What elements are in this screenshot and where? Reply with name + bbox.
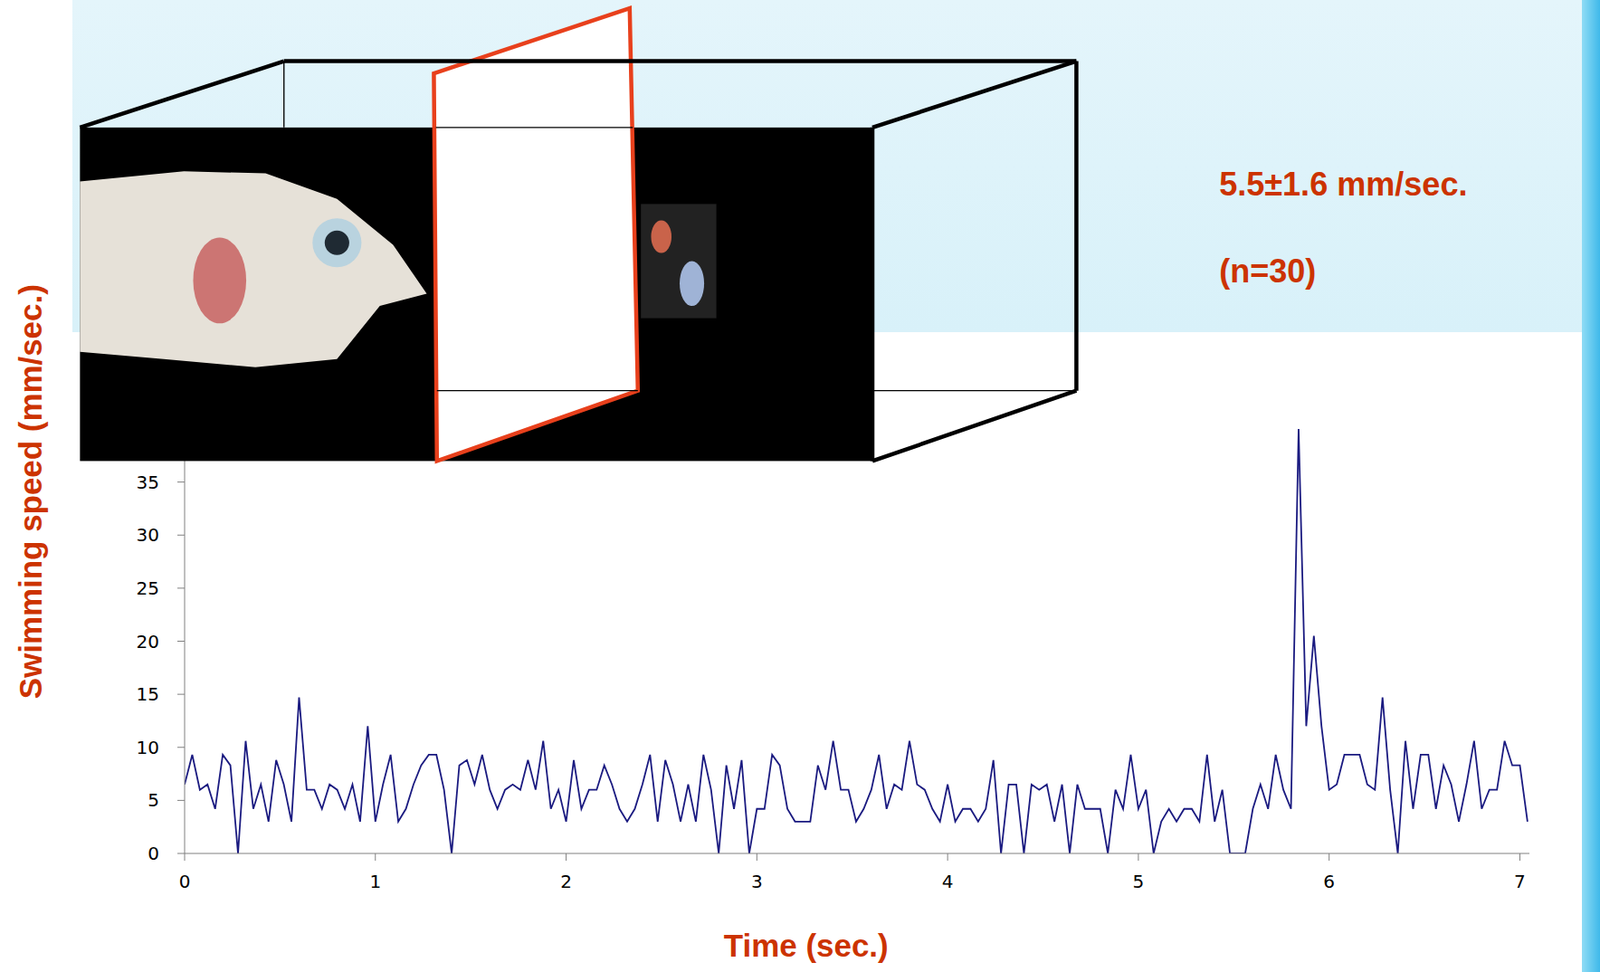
svg-text:6: 6 <box>1323 870 1335 893</box>
svg-text:10: 10 <box>136 736 160 759</box>
svg-text:5: 5 <box>1133 870 1145 893</box>
svg-text:0: 0 <box>147 842 160 865</box>
svg-text:0: 0 <box>179 870 191 893</box>
svg-text:25: 25 <box>136 577 160 600</box>
svg-text:7: 7 <box>1514 870 1526 893</box>
svg-text:20: 20 <box>136 630 160 653</box>
svg-text:Time (sec.): Time (sec.) <box>723 927 889 963</box>
svg-text:15: 15 <box>136 683 160 705</box>
svg-text:30: 30 <box>136 523 160 546</box>
svg-text:(n=30): (n=30) <box>1219 252 1316 290</box>
svg-text:5.5±1.6 mm/sec.: 5.5±1.6 mm/sec. <box>1219 165 1467 203</box>
svg-text:4: 4 <box>942 870 954 893</box>
svg-text:1: 1 <box>369 870 381 893</box>
svg-text:5: 5 <box>147 789 160 811</box>
svg-text:2: 2 <box>560 870 572 893</box>
svg-text:Swimming speed (mm/sec.): Swimming speed (mm/sec.) <box>12 284 48 699</box>
svg-text:3: 3 <box>751 870 763 893</box>
svg-text:35: 35 <box>136 471 160 494</box>
